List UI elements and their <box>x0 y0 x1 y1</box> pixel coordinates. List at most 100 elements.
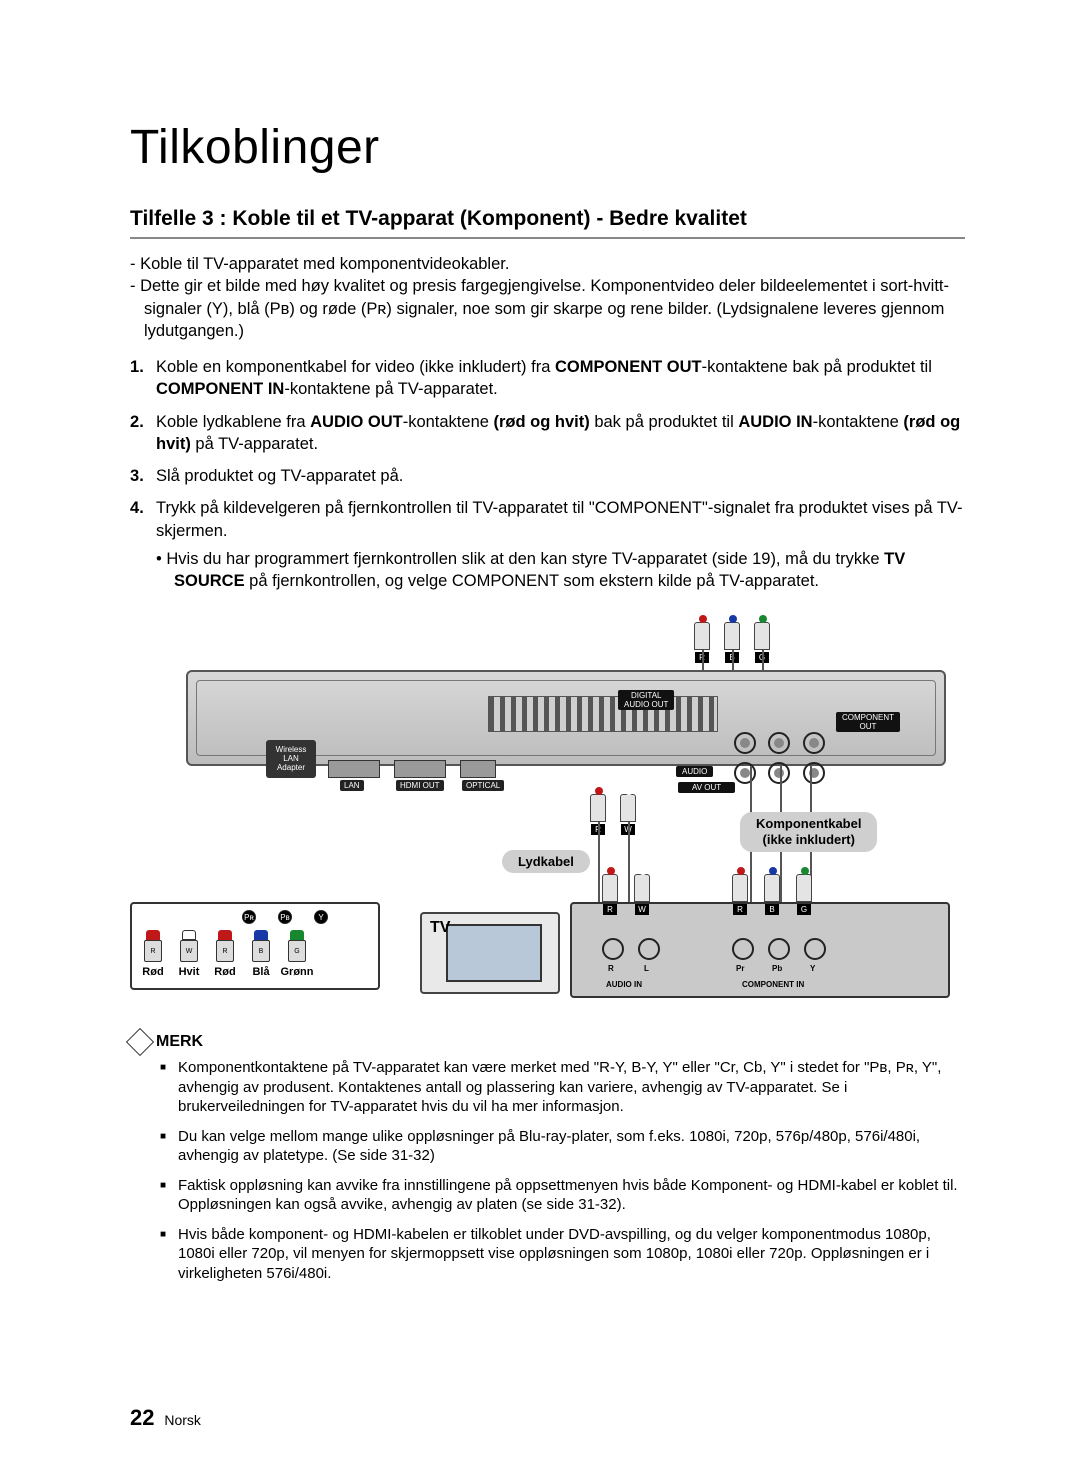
steps-list: Koble en komponentkabel for video (ikke … <box>130 356 965 592</box>
step-3: Slå produktet og TV-apparatet på. <box>130 465 965 487</box>
hdmi-label: HDMI OUT <box>396 780 444 791</box>
lbl: Pb <box>772 964 782 973</box>
lbl: W <box>180 940 198 962</box>
plug-mid-w: W <box>620 794 636 822</box>
jack <box>638 938 660 960</box>
text: Koble lydkablene fra <box>156 413 310 431</box>
plug-rear: R <box>732 874 748 902</box>
note-icon <box>126 1028 154 1056</box>
text: -kontaktene <box>813 413 904 431</box>
step-4-sub-item: Hvis du har programmert fjernkontrollen … <box>156 548 965 593</box>
optical-label: OPTICAL <box>462 780 504 791</box>
lbl: R <box>608 964 614 973</box>
text: Hvis du har programmert fjernkontrollen … <box>166 550 884 568</box>
text: -kontaktene bak på produktet til <box>702 358 932 376</box>
wire <box>702 650 704 670</box>
text: -kontaktene <box>403 413 494 431</box>
plug-rear: R <box>602 874 618 902</box>
bold: COMPONENT OUT <box>555 358 702 376</box>
wire <box>732 650 734 670</box>
intro-item: Dette gir et bilde med høy kvalitet og p… <box>130 275 965 342</box>
avout-label: AV OUT <box>678 782 735 793</box>
text: bak på produktet til <box>590 413 739 431</box>
lbl: G <box>797 904 811 915</box>
bold: AUDIO IN <box>738 413 812 431</box>
step-2: Koble lydkablene fra AUDIO OUT-kontakten… <box>130 411 965 456</box>
plug-top-r: R <box>694 622 710 650</box>
lbl: B <box>765 904 779 915</box>
wire <box>762 650 764 670</box>
jack <box>768 938 790 960</box>
text: på fjernkontrollen, og velge COMPONENT s… <box>245 572 819 590</box>
jack-group <box>730 730 940 800</box>
text: (ikke inkludert) <box>756 832 861 848</box>
audio-in-label: AUDIO IN <box>606 980 642 989</box>
jack <box>803 762 825 784</box>
lbl: Y <box>810 964 815 973</box>
komponentkabel-pill: Komponentkabel (ikke inkludert) <box>740 812 877 851</box>
jack <box>732 938 754 960</box>
key-plug: B Blå <box>250 930 272 978</box>
jack <box>602 938 624 960</box>
note-heading: MERK <box>130 1032 965 1052</box>
tv-label: TV <box>430 919 450 937</box>
wire <box>598 822 600 902</box>
key-plug: R Rød <box>214 930 236 978</box>
text: Koble en komponentkabel for video (ikke … <box>156 358 555 376</box>
page-footer: 22 Norsk <box>130 1405 201 1431</box>
device-rear-panel: Wireless LAN Adapter LAN HDMI OUT OPTICA… <box>186 670 946 766</box>
lbl: Hvit <box>179 966 200 978</box>
text: Trykk på kildevelgeren på fjernkontrolle… <box>156 499 963 539</box>
key-plug: W Hvit <box>178 930 200 978</box>
dot-y: Y <box>314 910 328 924</box>
jack <box>768 732 790 754</box>
color-key-box: Pʀ Pʙ Y R Rød W Hvit R Rød B Blå GGrønn <box>130 902 380 990</box>
lbl: Pr <box>736 964 744 973</box>
vent-grille <box>488 696 718 732</box>
lbl: R <box>733 904 747 915</box>
page-number: 22 <box>130 1405 154 1430</box>
lbl: W <box>635 904 649 915</box>
lbl: Blå <box>252 966 269 978</box>
wlan-adapter-label: Wireless LAN Adapter <box>266 740 316 778</box>
note-item: Komponentkontaktene på TV-apparatet kan … <box>160 1058 965 1117</box>
component-in-label: COMPONENT IN <box>742 980 804 989</box>
main-title: Tilkoblinger <box>130 120 965 175</box>
hdmi-port <box>394 760 446 778</box>
lbl: R <box>216 940 234 962</box>
step-4: Trykk på kildevelgeren på fjernkontrolle… <box>130 497 965 592</box>
bold: COMPONENT IN <box>156 380 284 398</box>
lbl: G <box>288 940 306 962</box>
section-title: Tilfelle 3 : Koble til et TV-apparat (Ko… <box>130 207 965 239</box>
note-item: Faktisk oppløsning kan avvike fra innsti… <box>160 1176 965 1215</box>
component-out-label: COMPONENT OUT <box>836 712 900 732</box>
lydkabel-pill: Lydkabel <box>502 850 590 873</box>
dot-pb: Pʙ <box>278 910 292 924</box>
lbl: R <box>144 940 162 962</box>
lbl: B <box>252 940 270 962</box>
plug-rear: G <box>796 874 812 902</box>
key-plug: R Rød <box>142 930 164 978</box>
note-head-text: MERK <box>156 1033 203 1051</box>
connection-diagram: R B G Wireless LAN Adapter LAN HDMI OUT … <box>130 622 950 1002</box>
dot-pr: Pʀ <box>242 910 256 924</box>
lbl: Rød <box>214 966 235 978</box>
text: på TV-apparatet. <box>191 435 318 453</box>
lan-port <box>328 760 380 778</box>
audio-label: AUDIO <box>676 766 713 777</box>
step-1: Koble en komponentkabel for video (ikke … <box>130 356 965 401</box>
intro-list: Koble til TV-apparatet med komponentvide… <box>130 253 965 342</box>
tv-rear-panel: R W R B G R L Pr Pb Y AUDIO IN COMPONENT… <box>570 902 950 998</box>
key-plug: GGrønn <box>286 930 308 978</box>
text: -kontaktene på TV-apparatet. <box>284 380 497 398</box>
lbl: R <box>603 904 617 915</box>
jack <box>803 732 825 754</box>
lan-label: LAN <box>340 780 364 791</box>
digital-audio-label: DIGITAL AUDIO OUT <box>618 690 674 710</box>
jack <box>734 762 756 784</box>
jack <box>734 732 756 754</box>
plug-top-g: G <box>754 622 770 650</box>
bold: AUDIO OUT <box>310 413 403 431</box>
optical-port <box>460 760 496 778</box>
lbl: Rød <box>142 966 163 978</box>
